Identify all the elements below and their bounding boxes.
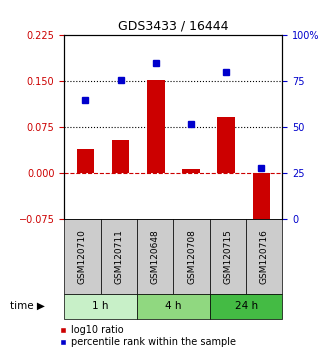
- Bar: [217, 117, 235, 173]
- Bar: [64, 294, 137, 319]
- Bar: [210, 219, 246, 294]
- Text: GSM120715: GSM120715: [223, 229, 232, 284]
- Bar: [246, 219, 282, 294]
- Text: GSM120716: GSM120716: [260, 229, 269, 284]
- Bar: [137, 219, 173, 294]
- Text: GSM120708: GSM120708: [187, 229, 196, 284]
- Text: time ▶: time ▶: [10, 301, 45, 311]
- Bar: [112, 140, 129, 173]
- Bar: [137, 294, 210, 319]
- Text: GSM120710: GSM120710: [78, 229, 87, 284]
- Text: GSM120648: GSM120648: [151, 229, 160, 284]
- Bar: [210, 294, 282, 319]
- Bar: [76, 149, 94, 173]
- Bar: [147, 80, 165, 173]
- Bar: [182, 169, 200, 173]
- Bar: [100, 219, 137, 294]
- Text: 4 h: 4 h: [165, 301, 182, 311]
- Bar: [173, 219, 210, 294]
- Bar: [253, 173, 270, 228]
- Title: GDS3433 / 16444: GDS3433 / 16444: [118, 20, 229, 33]
- Text: GSM120711: GSM120711: [114, 229, 123, 284]
- Bar: [64, 219, 100, 294]
- Text: 1 h: 1 h: [92, 301, 109, 311]
- Text: 24 h: 24 h: [235, 301, 258, 311]
- Legend: log10 ratio, percentile rank within the sample: log10 ratio, percentile rank within the …: [59, 325, 236, 347]
